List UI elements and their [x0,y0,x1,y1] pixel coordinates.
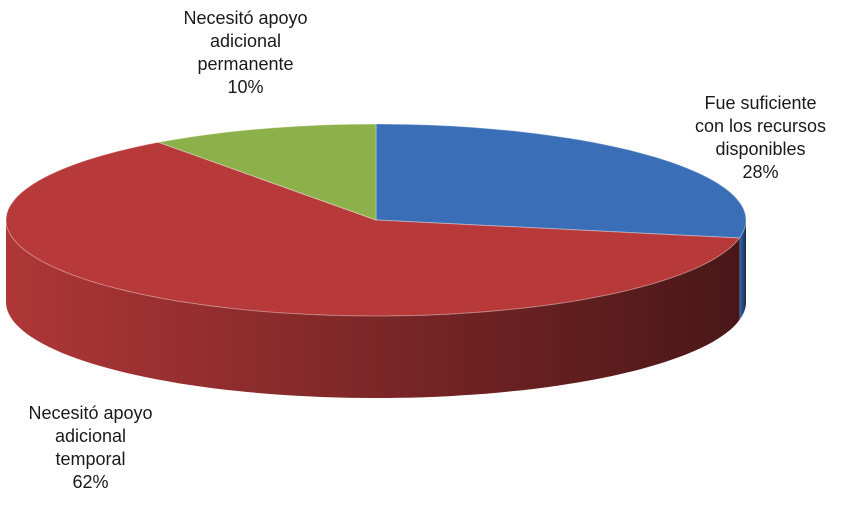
slice-label: Necesitó apoyo adicional temporal 62% [18,402,163,494]
slice [5,141,741,398]
slice-top [375,123,747,239]
value-label: 28% [742,162,779,182]
slice-label: Necesitó apoyo adicional permanente 10% [173,7,318,99]
slice [375,123,747,320]
slice-label: Fue suficiente con los recursos disponib… [688,92,833,184]
slice-side-shade [739,220,746,320]
value-label: 62% [72,472,109,492]
slice-top [5,141,741,317]
slice-top [156,123,377,221]
category-label: Necesitó apoyo adicional permanente [183,8,308,74]
category-label: Fue suficiente con los recursos disponib… [694,93,827,159]
slice [156,123,377,221]
category-label: Necesitó apoyo adicional temporal [28,403,153,469]
value-label: 10% [227,77,264,97]
slice-side-shade [6,220,740,398]
